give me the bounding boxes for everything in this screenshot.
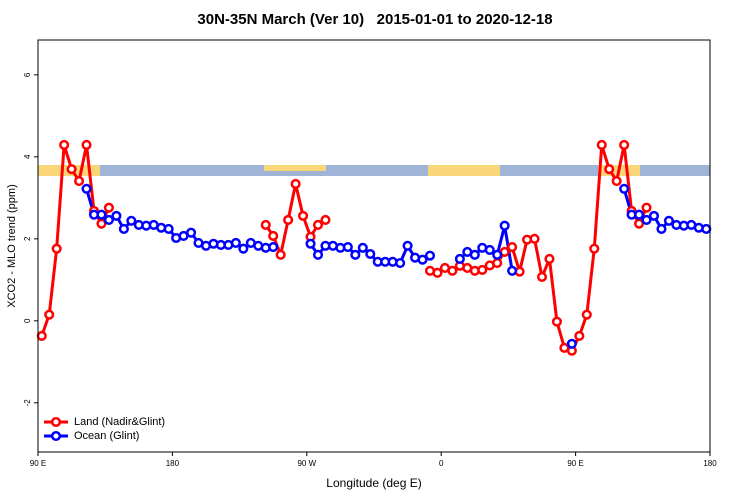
data-point [81,139,92,150]
legend-label: Ocean (Glint) [74,430,139,442]
x-tick-label: 90 W [297,459,316,468]
data-point [238,243,249,254]
data-point [260,219,271,230]
data-point [634,218,645,229]
plot-frame [37,39,711,453]
data-point [589,243,600,254]
data-point [641,214,652,226]
legend-marker [50,430,62,442]
y-axis-label: XCO2 - MLO trend (ppm) [6,184,18,307]
legend-label: Land (Nadir&Glint) [74,416,165,428]
data-point [350,249,361,260]
data-point [342,241,353,253]
x-tick-label: 90 E [567,459,583,468]
data-point [305,238,316,249]
data-point [492,257,503,269]
data-point [701,223,712,235]
data-point [365,248,376,260]
data-point [648,210,660,221]
data-point [357,242,368,253]
data-point [126,215,137,226]
data-point [492,249,503,260]
data-point [574,330,585,342]
data-point [312,219,324,230]
data-point [551,316,562,327]
y-tick-label: 0 [23,318,32,323]
data-point [417,254,428,265]
data-point [103,214,114,226]
x-axis-label: Longitude (deg E) [326,476,421,490]
data-point [566,338,577,349]
data-point [230,237,241,248]
data-point [268,230,279,242]
data-point [51,243,62,254]
data-point [402,240,413,251]
data-point [275,249,286,260]
data-point [656,223,667,235]
x-tick-label: 0 [439,459,444,468]
data-point [619,183,630,194]
data-point [66,164,77,175]
data-point [544,253,555,264]
data-point [96,209,107,220]
data-point [484,244,495,255]
data-point [447,265,458,276]
data-point [641,202,652,213]
data-point [290,178,301,189]
data-point [454,253,465,264]
data-point [59,139,70,150]
data-point [529,233,540,244]
data-point [268,241,279,253]
data-point [596,139,607,150]
data-point [111,210,122,221]
data-point [81,183,92,194]
data-point [74,175,85,187]
data-point [604,164,615,175]
data-point [469,249,480,260]
data-point [499,220,510,231]
data-point [536,271,548,283]
data-point [395,257,406,269]
data-point [581,309,592,320]
data-point [103,202,114,213]
data-point [477,264,488,276]
y-tick-label: 6 [23,72,32,77]
y-tick-label: -2 [23,399,32,407]
data-point [163,223,174,235]
x-tick-label: 180 [166,459,180,468]
data-point [634,209,645,220]
data-point [611,175,622,187]
data-point [298,210,309,221]
data-point [424,250,436,261]
data-point [283,214,294,226]
x-tick-label: 90 E [30,459,46,468]
data-point [36,330,47,342]
data-point [507,241,518,253]
y-tick-label: 4 [23,154,32,159]
legend-marker [50,416,62,428]
data-point [320,214,331,226]
data-point [186,227,197,238]
data-point [312,249,324,260]
data-point [507,265,518,276]
data-point [663,215,674,226]
data-point [96,218,107,229]
x-tick-label: 180 [703,459,717,468]
data-point [118,223,129,235]
data-point [619,139,630,150]
chart-title: 30N-35N March (Ver 10) 2015-01-01 to 202… [197,11,552,28]
data-point [432,267,443,278]
data-point [44,309,55,320]
y-tick-label: 2 [23,236,32,241]
